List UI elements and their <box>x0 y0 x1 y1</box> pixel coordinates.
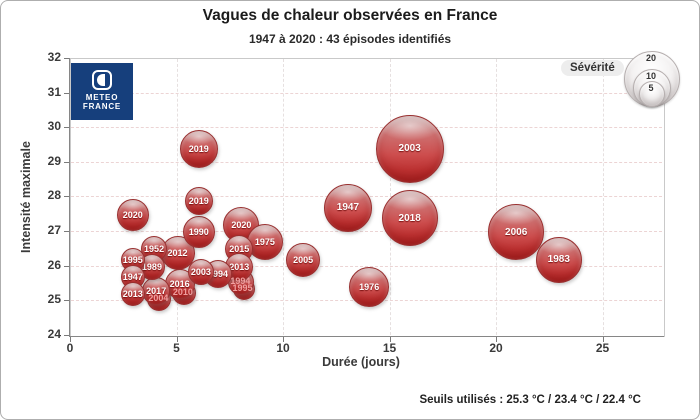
hidden-bubble-label: 1994 <box>230 276 251 287</box>
gridline-vertical <box>496 59 497 335</box>
y-tick-mark <box>64 92 69 94</box>
x-tick-label: 15 <box>382 341 397 355</box>
x-tick-label: 5 <box>173 341 180 355</box>
bubble-2003: 2003 <box>187 258 214 285</box>
y-tick-mark <box>64 58 69 59</box>
bubble-label: 2018 <box>398 212 421 224</box>
bubble-label: 2003 <box>190 266 211 277</box>
y-tick-mark <box>64 161 69 163</box>
hidden-bubble-label: 2010 <box>172 286 193 297</box>
gridline-horizontal <box>71 92 662 94</box>
y-tick-label: 28 <box>47 188 61 203</box>
bubble-2005: 2005 <box>286 242 321 277</box>
meteo-france-icon <box>92 70 112 90</box>
legend-title: Sévérité <box>561 60 624 76</box>
y-tick-label: 26 <box>47 257 61 272</box>
x-axis-title: Durée (jours) <box>322 355 400 369</box>
x-tick-mark <box>283 337 284 342</box>
bubble-2017: 2017 <box>142 276 171 305</box>
x-tick-label: 25 <box>595 341 610 355</box>
y-tick-label: 31 <box>47 84 61 99</box>
bubble-2020: 2020 <box>116 198 149 231</box>
bubble-label: 1947 <box>336 202 360 214</box>
bubble-label: 1994 <box>207 268 228 279</box>
bubble-1990: 1990 <box>182 216 215 248</box>
x-tick-mark <box>389 337 391 342</box>
bubble-2006: 2006 <box>488 204 545 260</box>
bubble-label: 2006 <box>505 226 528 238</box>
bubble-label: 2012 <box>167 247 188 258</box>
chart-subtitle: 1947 à 2020 : 43 épisodes identifiés <box>248 32 452 46</box>
bubble-2019: 2019 <box>179 129 218 168</box>
hidden-bubble-label: 1995 <box>232 283 253 294</box>
bubble-1976: 1976 <box>349 267 390 308</box>
bubble-label: 1975 <box>254 237 275 248</box>
y-tick-mark <box>64 300 69 302</box>
x-axis-line <box>69 336 664 337</box>
bubble-1975: 1975 <box>246 224 283 261</box>
bubble-label: 1995 <box>122 254 143 265</box>
bubble-label: 1947 <box>122 271 143 282</box>
x-tick-label: 20 <box>489 341 503 355</box>
gridline-horizontal <box>71 231 662 232</box>
bubble-label: 1952 <box>144 244 165 255</box>
y-axis-line <box>69 58 70 337</box>
meteo-france-logo: METEO FRANCE <box>71 63 133 120</box>
bubble-label: 2013 <box>122 289 143 300</box>
bubble-label: 2020 <box>231 220 252 231</box>
hidden-bubble-label: 2004 <box>148 293 169 304</box>
gridline-horizontal <box>71 161 662 163</box>
gridline-vertical <box>176 59 178 335</box>
bubble-label: 1983 <box>547 254 570 266</box>
bubble-2013: 2013 <box>120 282 145 307</box>
gridline-horizontal <box>71 265 662 267</box>
x-tick-label: 0 <box>66 341 74 355</box>
gridline-vertical <box>602 59 604 335</box>
bubble-label: 2017 <box>146 285 167 296</box>
bubble-2003: 2003 <box>375 114 444 183</box>
y-tick-label: 24 <box>47 326 61 341</box>
legend-size-value: 20 <box>645 53 657 63</box>
legend-size-value: 10 <box>645 71 657 81</box>
y-tick-mark <box>64 265 69 267</box>
thresholds-note: Seuils utilisés : 25.3 °C / 23.4 °C / 22… <box>419 394 641 406</box>
y-tick-label: 30 <box>47 119 61 134</box>
bubble-1983: 1983 <box>535 236 582 283</box>
bubble-2018: 2018 <box>381 190 438 247</box>
bubble-label: 1990 <box>188 227 209 237</box>
y-tick-label: 32 <box>47 50 61 64</box>
bubble-label: 2015 <box>229 244 250 255</box>
gridline-horizontal <box>71 127 662 129</box>
y-tick-mark <box>64 196 69 198</box>
legend-size-circle <box>639 81 665 107</box>
x-tick-mark <box>176 337 178 342</box>
chart-title: Vagues de chaleur observées en France <box>202 7 498 24</box>
legend-size-value: 5 <box>648 83 654 93</box>
y-tick-label: 29 <box>47 153 61 168</box>
bubble-label: 2019 <box>188 195 209 206</box>
y-tick-label: 27 <box>47 223 61 237</box>
bubble-2019: 2019 <box>184 186 213 215</box>
bubble-label: 2013 <box>229 261 250 272</box>
bubble-label: 2019 <box>188 143 209 154</box>
logo-text-line1: METEO <box>85 93 119 102</box>
x-tick-label: 10 <box>276 341 290 355</box>
x-tick-mark <box>602 337 604 342</box>
bubble-label: 2016 <box>169 278 190 289</box>
bubble-label: 2005 <box>293 254 314 265</box>
y-tick-mark <box>64 334 69 336</box>
x-tick-mark <box>70 337 71 342</box>
y-tick-mark <box>64 231 69 232</box>
y-tick-mark <box>64 127 69 129</box>
y-tick-label: 25 <box>47 292 61 307</box>
bubble-label: 1989 <box>141 261 162 272</box>
bubble-label: 1976 <box>359 282 380 293</box>
x-tick-mark <box>496 337 497 342</box>
bubble-1947: 1947 <box>323 183 372 232</box>
bubble-label: 2003 <box>398 143 421 155</box>
logo-text-line2: FRANCE <box>82 102 122 111</box>
bubble-label: 2020 <box>122 209 143 220</box>
gridline-vertical <box>283 59 284 335</box>
